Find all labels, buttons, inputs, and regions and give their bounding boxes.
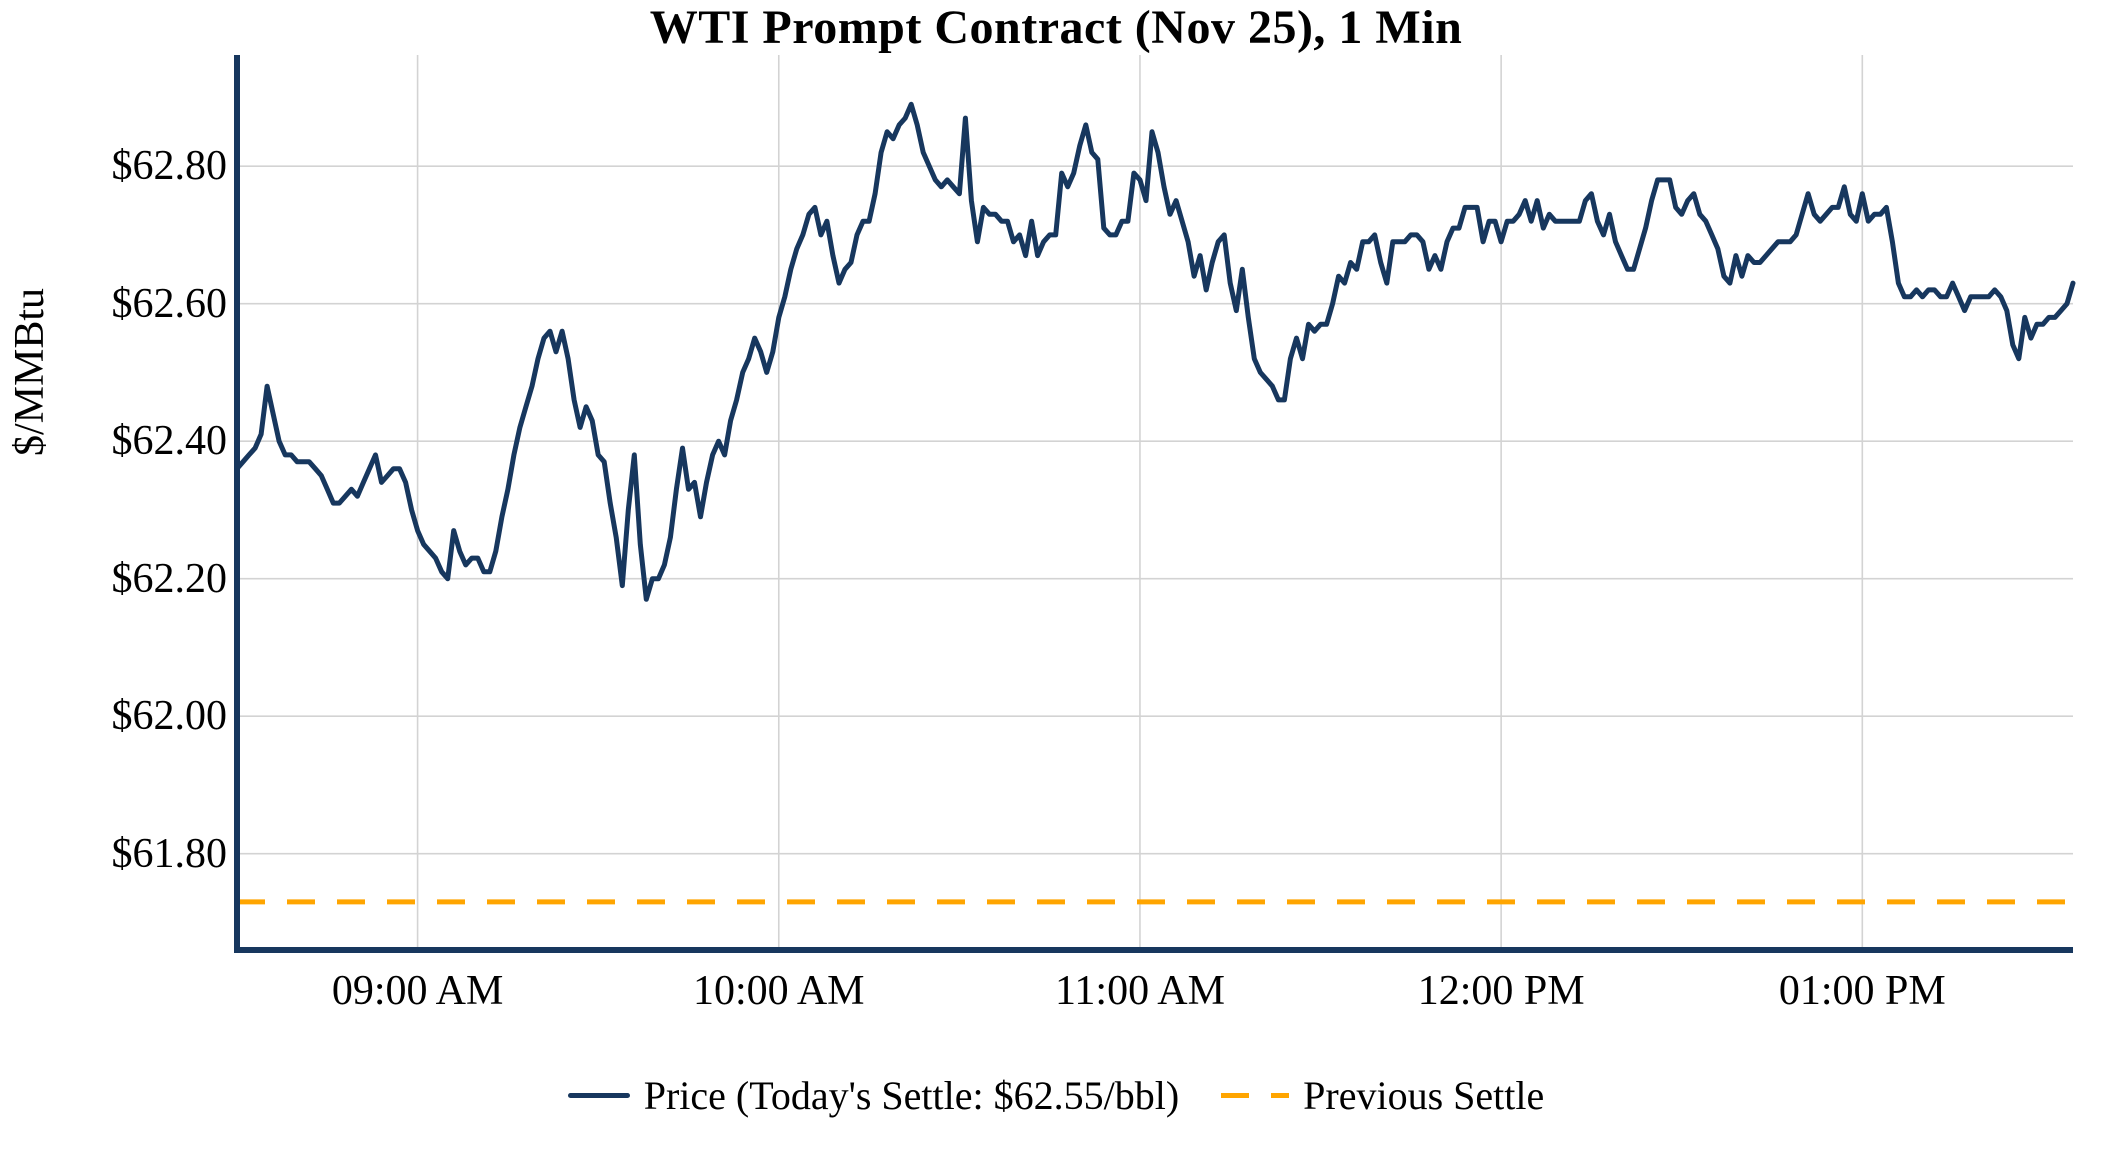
legend-label-price: Price (Today's Settle: $62.55/bbl) (643, 1073, 1180, 1118)
legend-label-previous-settle: Previous Settle (1303, 1073, 1545, 1118)
x-tick-label: 11:00 AM (1054, 968, 1225, 1014)
y-tick-label: $61.80 (111, 830, 228, 877)
x-tick-label: 09:00 AM (331, 968, 504, 1014)
price-line (234, 101, 2076, 602)
legend-item-previous-settle: Previous Settle (1221, 1072, 1544, 1119)
y-tick-label: $62.40 (111, 418, 228, 465)
previous-settle-swatch (1221, 1093, 1290, 1098)
legend: Price (Today's Settle: $62.55/bbl) Previ… (0, 1072, 2112, 1119)
y-tick-label: $62.60 (111, 280, 228, 327)
price-line-swatch (567, 1093, 630, 1098)
x-tick-label: 12:00 PM (1417, 968, 1585, 1014)
x-tick-label: 01:00 PM (1778, 968, 1946, 1014)
x-tick-label: 10:00 AM (693, 968, 865, 1014)
legend-item-price: Price (Today's Settle: $62.55/bbl) (567, 1072, 1180, 1119)
y-tick-label: $62.80 (111, 143, 228, 190)
y-tick-label: $62.00 (111, 693, 228, 740)
y-tick-label: $62.20 (111, 555, 228, 602)
chart-title: WTI Prompt Contract (Nov 25), 1 Min (649, 1, 1463, 54)
